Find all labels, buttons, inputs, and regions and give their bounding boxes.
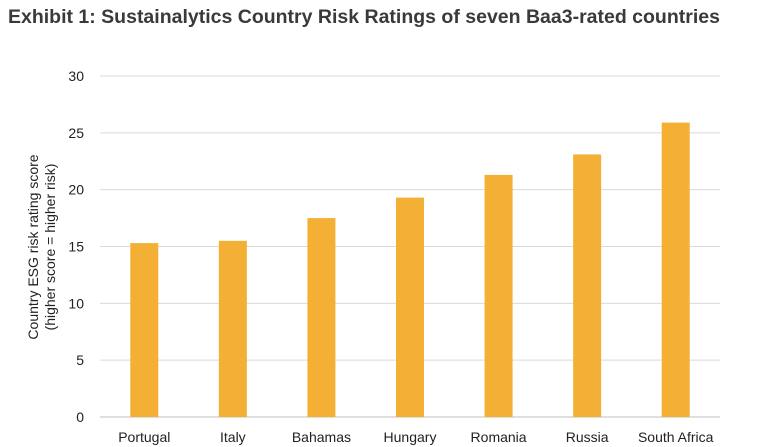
y-axis-label-line2: (higher score = higher risk) bbox=[42, 164, 58, 331]
y-tick-label: 25 bbox=[68, 125, 84, 141]
x-tick-label: Portugal bbox=[118, 429, 170, 445]
chart-title: Exhibit 1: Sustainalytics Country Risk R… bbox=[8, 6, 720, 28]
bar-russia bbox=[573, 154, 602, 417]
y-tick-label: 30 bbox=[68, 68, 84, 84]
x-tick-label: South Africa bbox=[638, 429, 714, 445]
bar-south-africa bbox=[661, 122, 690, 417]
bar-bahamas bbox=[307, 218, 336, 417]
y-axis-ticks: 0 5 10 15 20 25 30 bbox=[68, 68, 84, 425]
x-tick-label: Italy bbox=[220, 429, 246, 445]
bar-portugal bbox=[130, 243, 159, 417]
bars bbox=[130, 122, 690, 417]
x-tick-label: Romania bbox=[471, 429, 527, 445]
bar-italy bbox=[218, 240, 247, 417]
x-axis-ticks: Portugal Italy Bahamas Hungary Romania Russia… bbox=[118, 429, 713, 445]
y-tick-label: 10 bbox=[68, 295, 84, 311]
x-tick-label: Russia bbox=[566, 429, 609, 445]
bar-hungary bbox=[396, 197, 424, 417]
y-axis-label-line1: Country ESG risk rating score bbox=[25, 154, 41, 339]
x-tick-label: Bahamas bbox=[292, 429, 351, 445]
y-tick-label: 0 bbox=[76, 409, 84, 425]
y-tick-label: 15 bbox=[68, 239, 84, 255]
y-tick-label: 5 bbox=[76, 352, 84, 368]
bar-romania bbox=[484, 174, 513, 417]
x-tick-label: Hungary bbox=[384, 429, 437, 445]
y-tick-label: 20 bbox=[68, 182, 84, 198]
